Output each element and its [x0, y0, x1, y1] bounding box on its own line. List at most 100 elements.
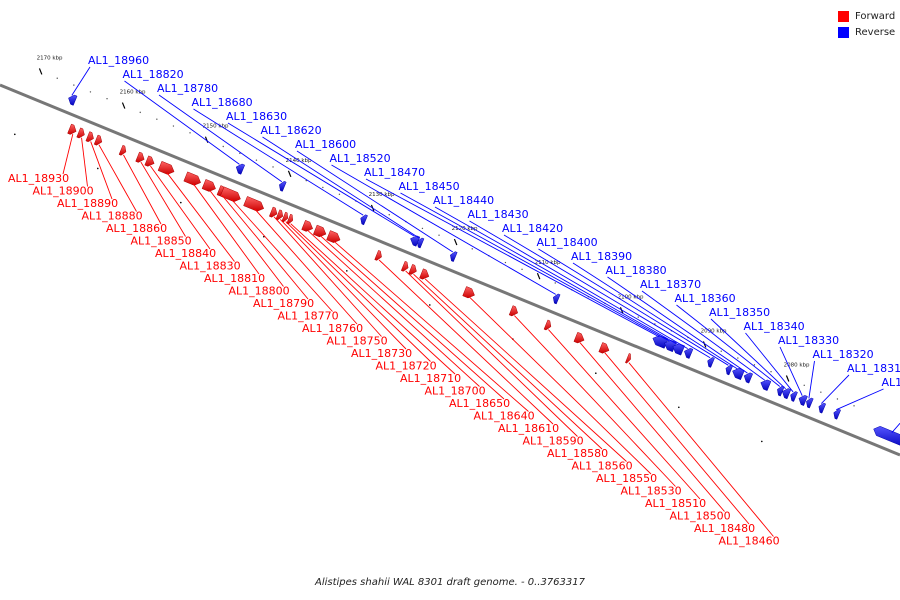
gene-arrow[interactable] — [573, 331, 585, 344]
gene-arrow[interactable] — [360, 214, 368, 226]
gene-arrow[interactable] — [76, 127, 85, 139]
gene-label[interactable]: AL1_18480 — [694, 522, 755, 535]
gene-label[interactable]: AL1_18800 — [229, 285, 290, 298]
gene-label[interactable]: AL1_18560 — [572, 460, 633, 473]
gene-label[interactable]: AL1_18790 — [253, 297, 314, 310]
gene-label[interactable]: AL1_18320 — [813, 348, 874, 361]
gene-label[interactable]: AL1_18340 — [744, 320, 805, 333]
gene-label[interactable]: AL1_18820 — [123, 68, 184, 81]
gene-label[interactable]: AL1_18580 — [547, 447, 608, 460]
gene-label[interactable]: AL1_18510 — [645, 497, 706, 510]
gene-arrow[interactable] — [798, 395, 808, 406]
gene-label[interactable]: AL1_18880 — [82, 210, 143, 223]
gene-arrow[interactable] — [508, 305, 519, 317]
gene-label[interactable]: AL1_18380 — [606, 264, 667, 277]
gene-label[interactable]: AL1_18440 — [433, 194, 494, 207]
gene-label[interactable]: AL1_18390 — [571, 250, 632, 263]
gene-arrow[interactable] — [68, 94, 78, 106]
gene-label[interactable]: AL1_18290 — [882, 376, 900, 389]
gene-arrow[interactable] — [235, 163, 246, 175]
gene-arrow[interactable] — [286, 213, 294, 225]
gene-label[interactable]: AL1_18730 — [351, 347, 412, 360]
gene-label[interactable]: AL1_18720 — [376, 360, 437, 373]
gene-label[interactable]: AL1_18960 — [88, 54, 149, 67]
gene-arrow[interactable] — [873, 426, 900, 448]
gene-label[interactable]: AL1_18360 — [675, 292, 736, 305]
gene-label[interactable]: AL1_18530 — [621, 485, 682, 498]
gene-label[interactable]: AL1_18370 — [640, 278, 701, 291]
gene-label[interactable]: AL1_18860 — [106, 222, 167, 235]
gene-label[interactable]: AL1_18400 — [537, 236, 598, 249]
gene-arrow[interactable] — [782, 388, 792, 400]
gene-arrow[interactable] — [85, 131, 94, 143]
gene-arrow[interactable] — [543, 319, 552, 331]
gene-arrow[interactable] — [157, 160, 175, 175]
gene-arrow[interactable] — [707, 357, 715, 368]
gene-arrow[interactable] — [93, 134, 103, 146]
gene-arrow[interactable] — [725, 364, 734, 376]
gene-label[interactable]: AL1_18850 — [131, 235, 192, 248]
gene-arrow[interactable] — [732, 368, 745, 381]
gene-label[interactable]: AL1_18810 — [204, 272, 265, 285]
gene-arrow[interactable] — [326, 230, 341, 243]
gene-arrow[interactable] — [790, 391, 798, 402]
gene-arrow[interactable] — [118, 144, 127, 156]
gene-label[interactable]: AL1_18890 — [57, 197, 118, 210]
gene-label[interactable]: AL1_18710 — [400, 372, 461, 385]
gene-label[interactable]: AL1_18680 — [192, 96, 253, 109]
gene-arrow[interactable] — [408, 264, 417, 275]
gene-arrow[interactable] — [219, 186, 241, 202]
gene-label[interactable]: AL1_18600 — [295, 138, 356, 151]
gene-arrow[interactable] — [281, 211, 289, 223]
gene-arrow[interactable] — [598, 342, 610, 354]
gene-label[interactable]: AL1_18450 — [399, 180, 460, 193]
gene-label[interactable]: AL1_18590 — [523, 435, 584, 448]
gene-arrow[interactable] — [672, 343, 685, 356]
gene-label[interactable]: AL1_18500 — [670, 510, 731, 523]
gene-arrow[interactable] — [818, 402, 827, 414]
gene-label[interactable]: AL1_18420 — [502, 222, 563, 235]
gene-arrow[interactable] — [450, 251, 458, 262]
gene-label[interactable]: AL1_18760 — [302, 322, 363, 335]
gene-label[interactable]: AL1_18350 — [709, 306, 770, 319]
gene-label[interactable]: AL1_18930 — [8, 172, 69, 185]
gene-arrow[interactable] — [135, 151, 145, 163]
gene-label[interactable]: AL1_18520 — [330, 152, 391, 165]
gene-arrow[interactable] — [279, 181, 287, 192]
gene-label[interactable]: AL1_18550 — [596, 472, 657, 485]
gene-arrow[interactable] — [268, 206, 278, 218]
gene-arrow[interactable] — [806, 397, 814, 409]
gene-label[interactable]: AL1_18770 — [278, 310, 339, 323]
gene-label[interactable]: AL1_18330 — [778, 334, 839, 347]
gene-arrow[interactable] — [374, 250, 382, 261]
gene-label[interactable]: AL1_18900 — [33, 185, 94, 198]
gene-arrow[interactable] — [416, 237, 425, 249]
gene-arrow[interactable] — [301, 219, 314, 232]
gene-arrow[interactable] — [419, 268, 430, 280]
gene-label[interactable]: AL1_18830 — [180, 260, 241, 273]
gene-arrow[interactable] — [201, 179, 216, 192]
gene-label[interactable]: AL1_18840 — [155, 247, 216, 260]
gene-arrow[interactable] — [312, 224, 327, 238]
gene-arrow[interactable] — [684, 347, 694, 359]
gene-label[interactable]: AL1_18310 — [847, 362, 900, 375]
gene-arrow[interactable] — [743, 372, 754, 384]
gene-label[interactable]: AL1_18620 — [261, 124, 322, 137]
gene-label[interactable]: AL1_18610 — [498, 422, 559, 435]
gene-arrow[interactable] — [400, 260, 409, 272]
gene-arrow[interactable] — [144, 155, 155, 167]
gene-label[interactable]: AL1_18430 — [468, 208, 529, 221]
gene-label[interactable]: AL1_18630 — [226, 110, 287, 123]
gene-label[interactable]: AL1_18750 — [327, 335, 388, 348]
gene-arrow[interactable] — [760, 379, 772, 391]
gene-label[interactable]: AL1_18470 — [364, 166, 425, 179]
gene-arrow[interactable] — [462, 286, 475, 299]
gene-arrow[interactable] — [275, 209, 284, 221]
gene-arrow[interactable] — [243, 196, 265, 212]
gene-arrow[interactable] — [552, 293, 561, 305]
gene-arrow[interactable] — [833, 408, 841, 420]
gene-arrow[interactable] — [67, 123, 77, 135]
gene-arrow[interactable] — [625, 353, 631, 364]
gene-label[interactable]: AL1_18780 — [157, 82, 218, 95]
gene-label[interactable]: AL1_18640 — [474, 410, 535, 423]
